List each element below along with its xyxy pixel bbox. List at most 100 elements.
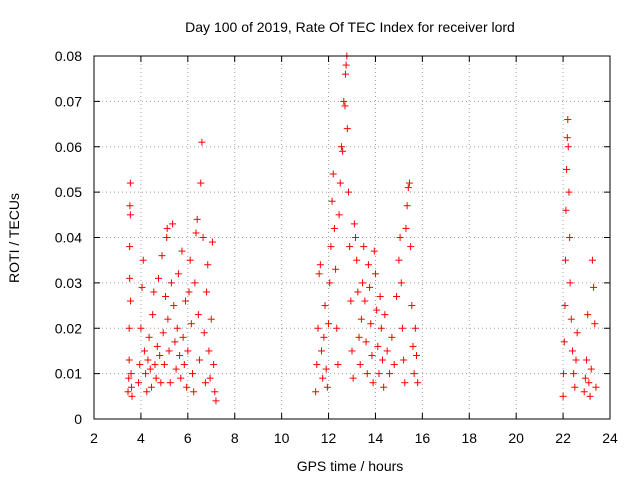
data-point bbox=[128, 383, 136, 391]
axes-frame bbox=[93, 55, 611, 420]
x-tick-label: 2 bbox=[90, 430, 98, 446]
data-point bbox=[398, 324, 406, 332]
data-point bbox=[125, 374, 133, 382]
data-point bbox=[190, 388, 198, 396]
data-point bbox=[143, 388, 151, 396]
data-point bbox=[377, 324, 385, 332]
x-tick-label: 16 bbox=[415, 430, 431, 446]
data-point bbox=[369, 379, 377, 387]
data-point bbox=[160, 361, 168, 369]
data-point bbox=[564, 116, 572, 124]
data-point bbox=[566, 279, 574, 287]
y-tick-label: 0.06 bbox=[55, 139, 82, 155]
data-point bbox=[157, 379, 165, 387]
data-point bbox=[344, 188, 352, 196]
data-point bbox=[172, 365, 180, 373]
data-point bbox=[165, 347, 173, 355]
data-point bbox=[566, 234, 574, 241]
data-point bbox=[360, 243, 368, 251]
data-point bbox=[164, 315, 172, 323]
data-point bbox=[375, 370, 383, 378]
data-point bbox=[186, 256, 194, 264]
data-point bbox=[357, 315, 365, 323]
data-point bbox=[169, 220, 177, 228]
data-point bbox=[361, 297, 369, 305]
data-point bbox=[183, 383, 191, 391]
data-point bbox=[561, 302, 569, 310]
x-tick-label: 6 bbox=[184, 430, 192, 446]
data-point bbox=[571, 383, 579, 391]
data-point bbox=[349, 374, 357, 382]
data-point bbox=[315, 270, 323, 278]
x-tick-label: 18 bbox=[461, 430, 477, 446]
data-point bbox=[153, 342, 161, 350]
y-tick-label: 0.04 bbox=[55, 230, 82, 246]
data-point bbox=[348, 347, 356, 355]
data-point bbox=[560, 370, 568, 378]
x-tick-label: 22 bbox=[555, 430, 571, 446]
data-point bbox=[135, 379, 143, 387]
data-point bbox=[199, 234, 207, 241]
data-point bbox=[162, 292, 170, 300]
x-tick-label: 12 bbox=[321, 430, 337, 446]
data-point bbox=[364, 261, 372, 269]
data-point bbox=[588, 256, 596, 264]
data-point bbox=[371, 270, 379, 278]
data-point bbox=[573, 329, 581, 337]
data-point bbox=[337, 143, 345, 151]
x-tick-label: 10 bbox=[274, 430, 290, 446]
data-point bbox=[561, 256, 569, 264]
data-point bbox=[198, 138, 206, 146]
data-point bbox=[342, 61, 350, 69]
y-tick-label: 0.08 bbox=[55, 48, 82, 64]
data-point bbox=[128, 392, 136, 400]
data-point bbox=[383, 347, 391, 355]
data-point bbox=[174, 270, 182, 278]
data-point bbox=[334, 361, 342, 369]
data-point bbox=[585, 379, 593, 387]
data-point bbox=[414, 379, 422, 387]
data-point bbox=[563, 165, 571, 173]
data-point bbox=[401, 379, 409, 387]
data-point bbox=[581, 374, 589, 382]
data-point bbox=[192, 229, 200, 237]
data-point bbox=[173, 324, 181, 332]
data-point bbox=[184, 347, 192, 355]
data-point bbox=[316, 261, 324, 269]
data-point bbox=[340, 97, 348, 105]
data-point bbox=[318, 347, 326, 355]
data-point bbox=[354, 288, 362, 296]
x-tick-label: 24 bbox=[602, 430, 618, 446]
data-point bbox=[207, 315, 215, 323]
data-point bbox=[139, 256, 147, 264]
data-point bbox=[413, 351, 420, 359]
data-point bbox=[402, 224, 410, 232]
data-point bbox=[333, 324, 341, 332]
data-point bbox=[390, 361, 398, 369]
grid-lines bbox=[94, 56, 610, 419]
data-point bbox=[320, 333, 328, 341]
data-point bbox=[564, 143, 572, 151]
data-point bbox=[330, 224, 338, 232]
data-point bbox=[156, 351, 164, 359]
data-point bbox=[321, 302, 329, 310]
data-point bbox=[159, 329, 167, 337]
data-point bbox=[570, 370, 578, 378]
data-point bbox=[322, 365, 330, 373]
y-tick-label: 0.01 bbox=[55, 366, 82, 382]
data-point bbox=[176, 351, 184, 359]
x-axis-label: GPS time / hours bbox=[297, 458, 404, 474]
data-point bbox=[125, 356, 133, 364]
data-point bbox=[560, 338, 568, 346]
data-point bbox=[138, 283, 146, 291]
data-point bbox=[335, 211, 343, 219]
data-point bbox=[126, 243, 134, 251]
axis-ticks: 2 4 6 8 10 12 14 16 18 20 22 2400.010.020.030.040.0… bbox=[55, 48, 618, 446]
data-point bbox=[583, 356, 591, 364]
data-point bbox=[327, 243, 335, 251]
data-point bbox=[196, 356, 204, 364]
data-point bbox=[319, 374, 327, 382]
y-tick-label: 0 bbox=[74, 411, 82, 427]
data-point bbox=[314, 324, 322, 332]
